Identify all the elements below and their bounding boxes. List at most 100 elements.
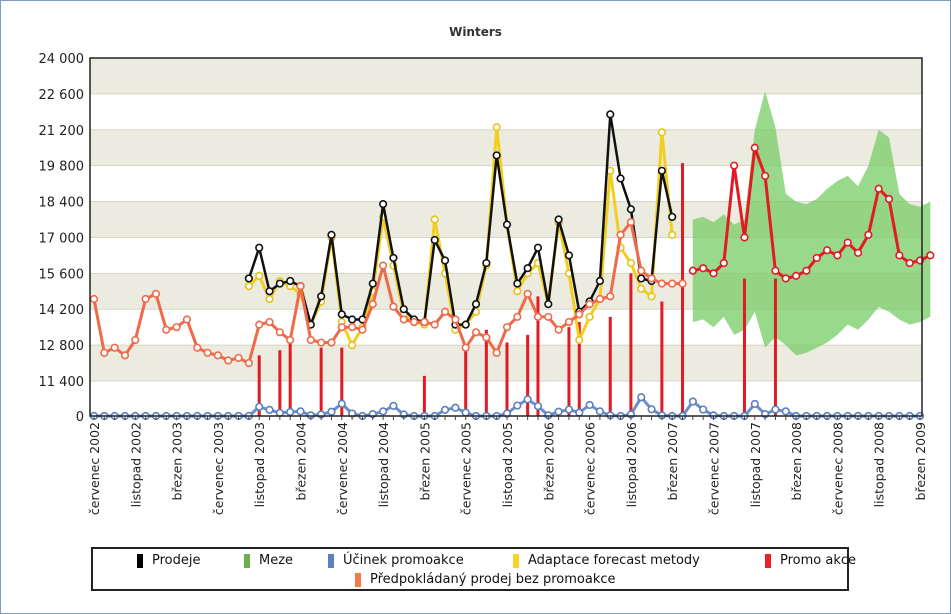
- series-predpoklad-line: [92, 220, 683, 365]
- series-prodeje-point: [564, 251, 574, 260]
- series-forecast-point: [822, 246, 832, 255]
- series-predpoklad-point: [523, 289, 532, 298]
- series-prodeje-point: [440, 256, 450, 265]
- x-tick-label: červenec 2005: [459, 422, 474, 515]
- x-tick-label: červenec 2007: [707, 422, 722, 515]
- series-forecast-point: [884, 194, 894, 204]
- series-forecast-point: [709, 269, 718, 278]
- series-predpoklad-point: [162, 325, 171, 334]
- series-predpoklad-point: [213, 351, 222, 360]
- series-prodeje-point: [317, 292, 326, 301]
- series-ucinek-point: [513, 401, 522, 410]
- series-prodeje-point: [554, 215, 563, 224]
- series-adaptace-point: [585, 312, 594, 322]
- y-tick-label: 21 200: [39, 124, 85, 139]
- series-forecast-point: [699, 264, 708, 273]
- series-forecast-point: [843, 238, 852, 247]
- series-prodeje-point: [461, 320, 470, 329]
- series-prodeje-point: [544, 299, 553, 309]
- series-forecast-line: [692, 146, 931, 280]
- series-predpoklad-point: [368, 299, 377, 309]
- legend-swatch-ucinek: [328, 553, 334, 568]
- series-predpoklad-point: [513, 312, 522, 322]
- series-predpoklad-point: [595, 294, 605, 304]
- series-forecast-point: [791, 271, 801, 280]
- series-adaptace-point: [657, 128, 666, 137]
- y-tick-label: 24 000: [39, 52, 85, 67]
- series-prodeje-point: [389, 253, 398, 263]
- x-tick-label: březen 2005: [417, 422, 432, 500]
- series-ucinek-point: [637, 393, 646, 402]
- legend-label-promo: Promo akce: [780, 553, 857, 568]
- series-predpoklad-point: [141, 294, 150, 304]
- series-predpoklad-point: [616, 230, 625, 239]
- series-prodeje-point: [626, 205, 636, 214]
- series-forecast-point: [895, 251, 904, 260]
- series-prodeje-point: [286, 276, 295, 286]
- series-predpoklad-point: [110, 343, 119, 352]
- series-predpoklad-point: [317, 338, 326, 347]
- x-tick-label: listopad 2006: [624, 422, 639, 507]
- series-prodeje-point: [399, 305, 408, 314]
- series-predpoklad-point: [440, 307, 450, 316]
- series-adaptace-point: [492, 123, 501, 132]
- y-tick-label: 19 800: [39, 160, 85, 175]
- series-ucinek-point: [575, 408, 584, 417]
- x-tick-label: červenec 2003: [211, 422, 226, 515]
- series-ucinek-point: [389, 401, 398, 410]
- series-forecast-point: [740, 233, 749, 242]
- series-ucinek-point: [554, 407, 563, 416]
- series-forecast-point: [812, 253, 821, 263]
- plot-band: [90, 129, 922, 166]
- x-tick-label: březen 2004: [294, 422, 309, 500]
- series-predpoklad-point: [120, 351, 130, 360]
- series-prodeje-point: [337, 310, 346, 319]
- y-tick-label: 12 800: [39, 339, 85, 354]
- series-forecast-point: [730, 161, 739, 170]
- chart-legend: Prodeje Meze Účinek promoakce Adaptace f…: [91, 547, 856, 591]
- series-predpoklad-point: [451, 315, 460, 324]
- legend-swatch-meze: [244, 553, 250, 568]
- series-ucinek-point: [771, 405, 780, 414]
- legend-item-meze: Meze: [244, 553, 293, 568]
- series-prodeje-point: [637, 274, 646, 283]
- series-predpoklad-point: [224, 356, 233, 365]
- series-forecast-point: [688, 266, 697, 275]
- series-prodeje-point: [533, 243, 543, 252]
- series-prodeje-point: [668, 212, 677, 222]
- series-prodeje-point: [348, 315, 357, 324]
- series-ucinek-point: [327, 407, 336, 416]
- y-tick-label: 14 200: [39, 303, 85, 318]
- y-tick-label: 0: [76, 410, 84, 425]
- legend-item-predpoklad: Předpokládaný prodej bez promoakce: [355, 572, 616, 587]
- series-prodeje-point: [657, 166, 666, 175]
- series-ucinek-point: [585, 400, 594, 410]
- series-prodeje-point: [482, 258, 491, 268]
- series-forecast-point: [781, 274, 790, 283]
- series-ucinek-point: [296, 407, 305, 416]
- series-prodeje-point: [471, 299, 481, 309]
- legend-item-promo: Promo akce: [765, 553, 856, 568]
- series-forecast-point: [874, 184, 883, 193]
- series-ucinek-point: [781, 407, 790, 416]
- series-predpoklad-point: [430, 320, 439, 329]
- x-tick-label: březen 2007: [665, 422, 680, 500]
- x-tick-label: březen 2008: [789, 422, 804, 500]
- series-predpoklad-point: [554, 325, 563, 334]
- series-prodeje-point: [606, 110, 615, 119]
- series-predpoklad-point: [265, 317, 274, 327]
- series-predpoklad-point: [585, 299, 594, 309]
- series-adaptace-point: [244, 282, 253, 291]
- series-prodeje-point: [379, 200, 388, 209]
- series-predpoklad-point: [244, 358, 253, 368]
- series-predpoklad-point: [409, 317, 419, 327]
- series-predpoklad-point: [544, 312, 553, 322]
- series-predpoklad-point: [327, 338, 336, 347]
- series-forecast-point: [853, 248, 863, 257]
- legend-item-ucinek: Účinek promoakce: [328, 553, 464, 568]
- series-predpoklad-point: [255, 320, 264, 329]
- series-prodeje-point: [616, 174, 625, 183]
- series-predpoklad-point: [668, 279, 677, 288]
- y-tick-label: 15 600: [39, 267, 85, 282]
- series-prodeje-point: [327, 230, 336, 239]
